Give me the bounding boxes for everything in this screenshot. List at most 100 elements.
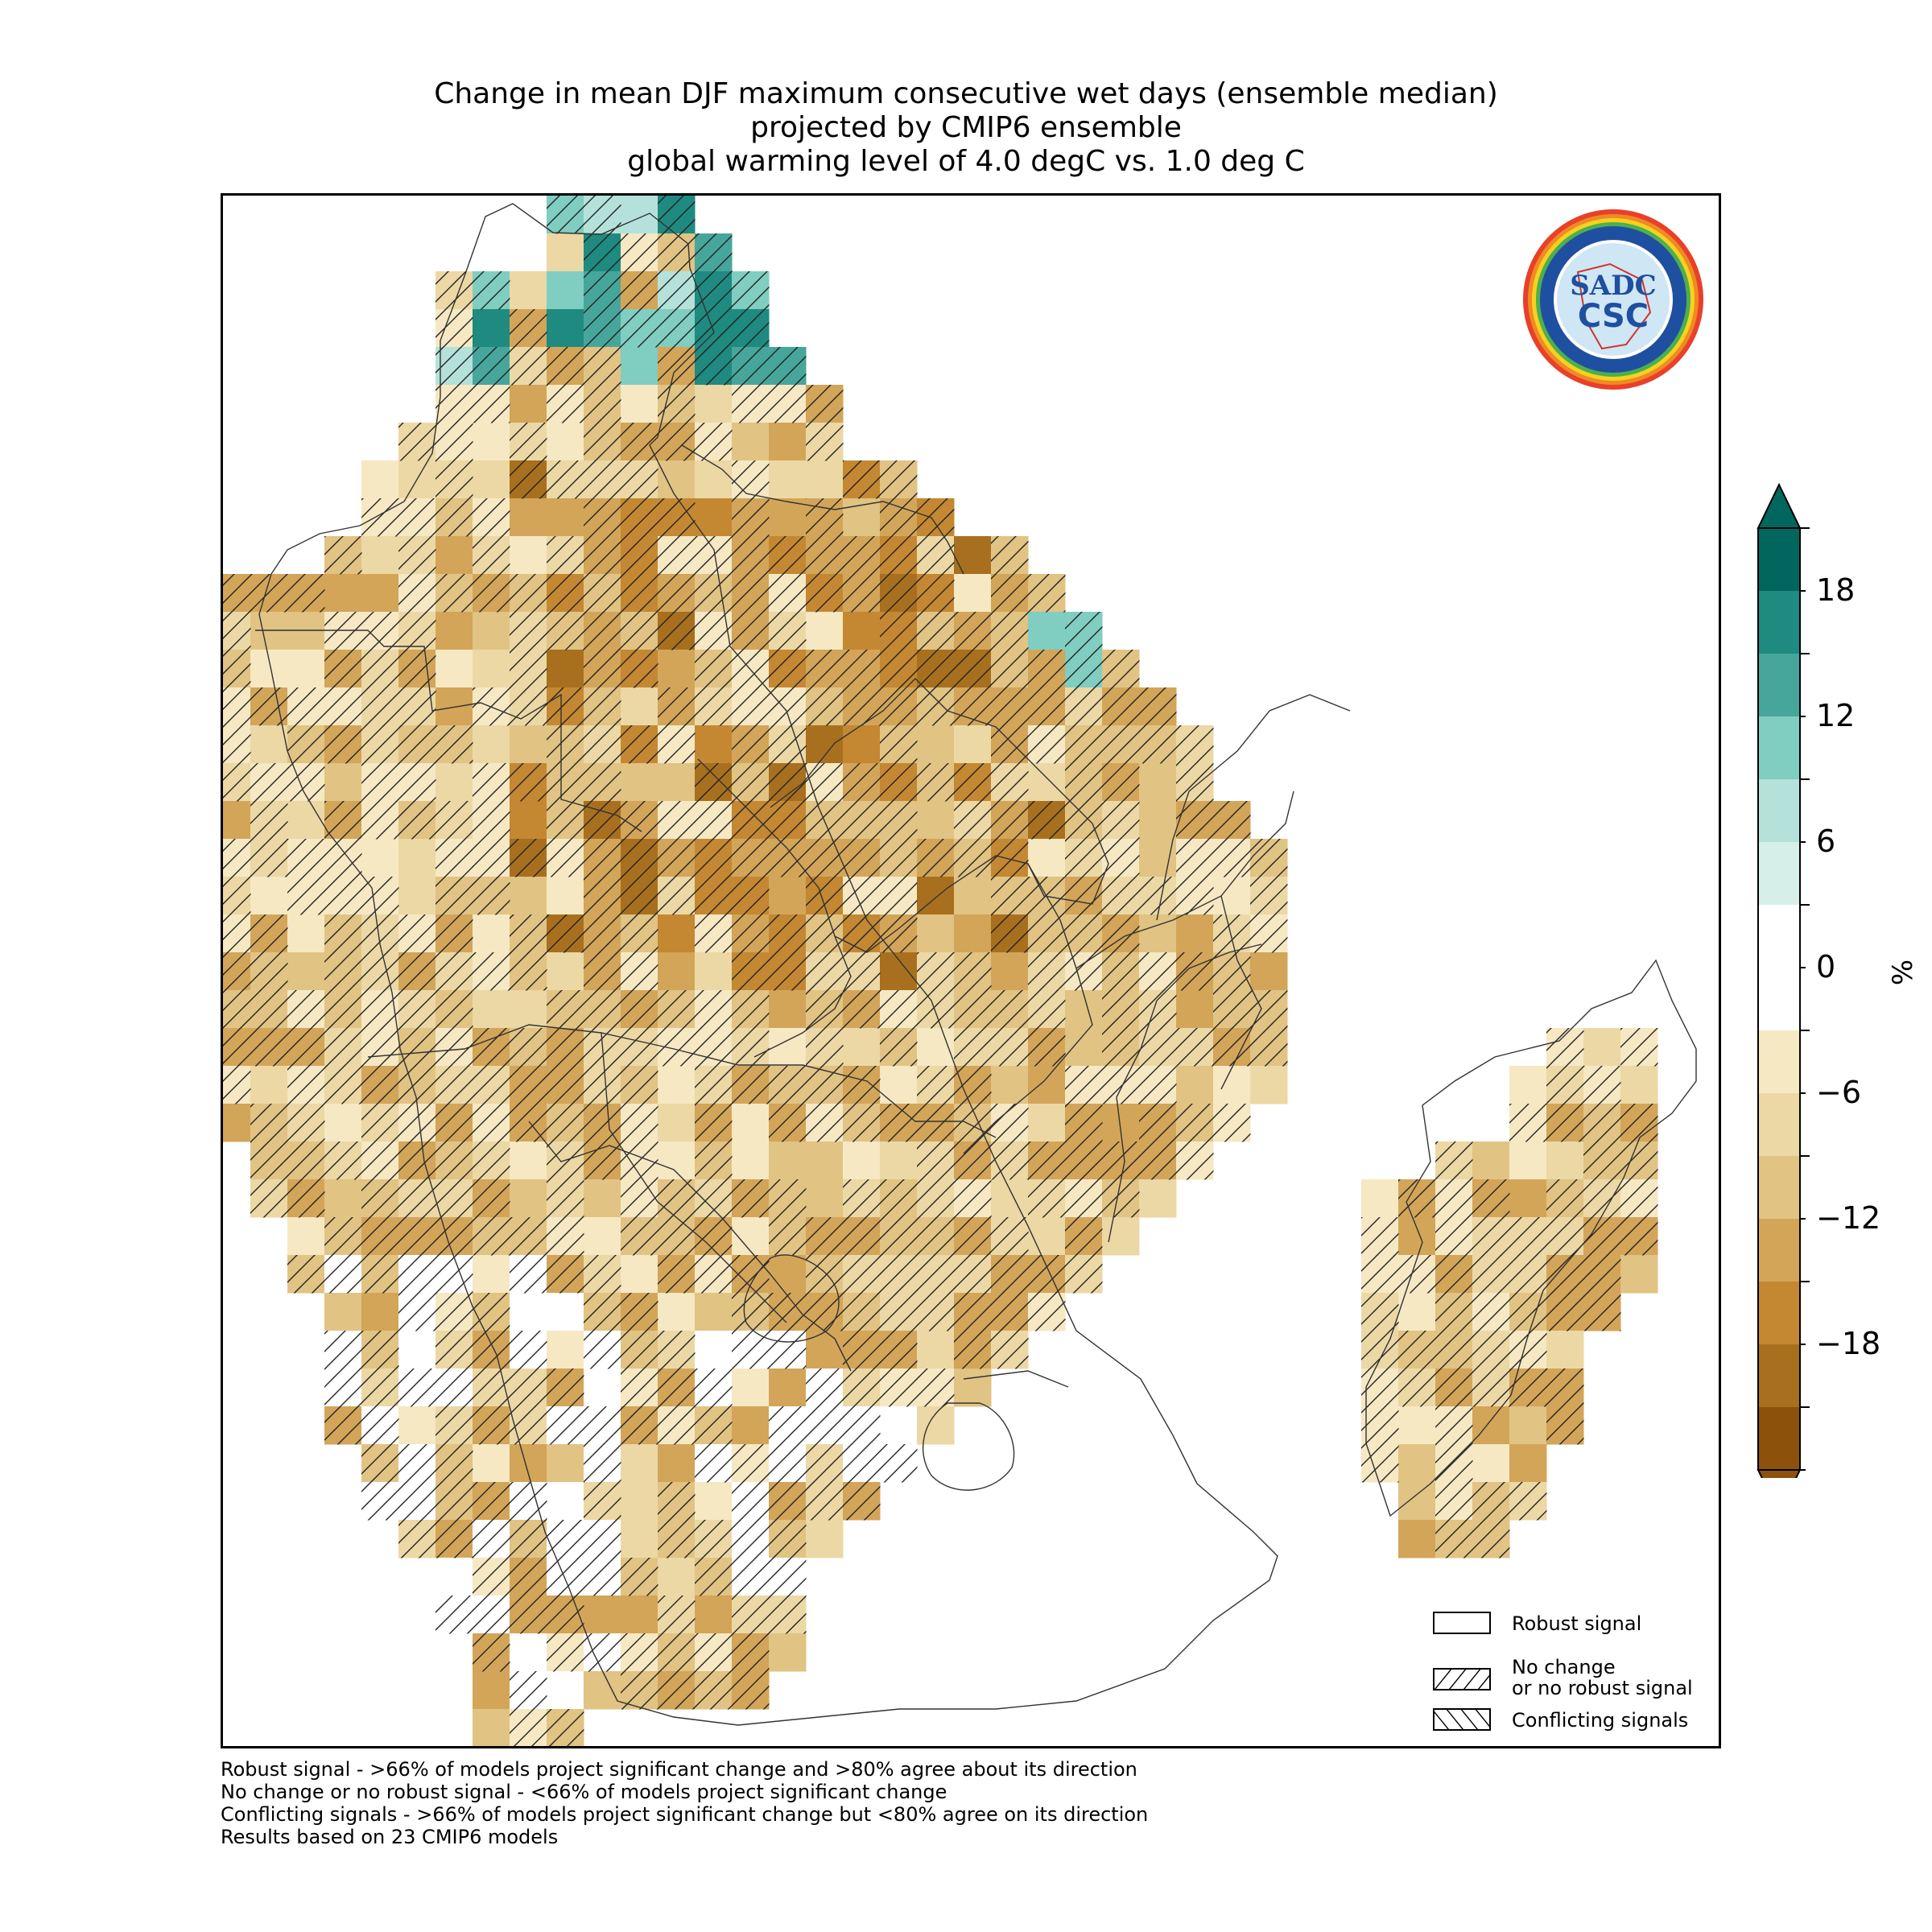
hatch-cell (695, 233, 733, 272)
map-cell (361, 536, 399, 575)
map-cell (547, 1293, 584, 1331)
map-cell (324, 1179, 362, 1218)
hatch-cell (1065, 612, 1103, 650)
hatch-cell (361, 687, 399, 726)
map-cell (547, 233, 584, 272)
hatch-cell (1509, 1104, 1547, 1142)
hatch-cell (510, 1406, 547, 1445)
colorbar-segment (1758, 968, 1800, 1030)
hatch-cell (954, 1293, 992, 1331)
map-cell (510, 1444, 547, 1483)
hatch-cell (732, 1293, 770, 1331)
hatch-cell (473, 1596, 510, 1634)
hatch-cell (621, 877, 658, 915)
hatch-cell (954, 650, 992, 688)
hatch-cell (1176, 839, 1214, 877)
hatch-cell (1583, 1104, 1621, 1142)
hatch-cell (473, 1293, 510, 1331)
map-cell (843, 725, 881, 764)
hatch-cell (1102, 1028, 1140, 1067)
hatch-cell (547, 385, 584, 423)
hatch-cell (473, 1179, 510, 1218)
map-cell (1028, 763, 1066, 802)
hatch-cell (223, 612, 251, 650)
hatch-cell (806, 1104, 844, 1142)
hatch-cell (436, 1179, 473, 1218)
logo-monogram-top: SADC (1570, 270, 1656, 302)
hatch-cell (732, 914, 770, 953)
hatch-cell (658, 196, 696, 234)
hatch-cell (324, 650, 362, 688)
hatch-cell (917, 952, 955, 991)
hatch-cell (250, 687, 288, 726)
hatch-cell (547, 460, 584, 499)
hatch-cell (223, 650, 251, 688)
hatch-cell (1028, 801, 1066, 840)
map-cell (1509, 1141, 1547, 1180)
hatch-cell (806, 423, 844, 461)
hatch-cell (954, 1141, 992, 1180)
map-cell (473, 650, 510, 688)
hatch-cell (1176, 877, 1214, 915)
hatch-cell (436, 1520, 473, 1558)
hatch-cell (250, 952, 288, 991)
footnote-conflicting: Conflicting signals - >66% of models pro… (221, 1803, 1149, 1826)
hatch-cell (436, 347, 473, 386)
hatch-cell (324, 952, 362, 991)
hatch-cell (324, 1217, 362, 1256)
hatch-cell (1361, 1217, 1399, 1256)
hatch-cell (1102, 1179, 1140, 1218)
hatch-cell (398, 725, 436, 764)
hatch-cell (436, 725, 473, 764)
hatch-cell (287, 1255, 325, 1294)
hatch-cell (806, 1217, 844, 1256)
hatch-cell (250, 1028, 288, 1067)
map-cell (250, 612, 288, 650)
hatch-cell (361, 1217, 399, 1256)
map-cell (880, 1406, 918, 1445)
hatch-cell (398, 1444, 436, 1483)
map-cell (1398, 1444, 1436, 1483)
hatch-cell (658, 1520, 696, 1558)
map-cell (473, 1709, 510, 1746)
hatch-cell (1176, 1104, 1214, 1142)
hatch-cell (324, 1066, 362, 1104)
hatch-cell (1583, 1066, 1621, 1104)
hatch-cell (917, 1368, 955, 1407)
hatch-cell (1620, 1141, 1658, 1180)
hatch-cell (223, 725, 251, 764)
hatch-cell (436, 1406, 473, 1445)
hatch-cell (1139, 1141, 1177, 1180)
hatch-cell (1213, 1104, 1251, 1142)
map-cell (954, 914, 992, 953)
hatch-cell (806, 1368, 844, 1407)
map-cell (621, 196, 658, 234)
hatch-cell (1176, 725, 1214, 764)
hatch-cell (398, 498, 436, 537)
hatch-cell (1250, 877, 1288, 915)
map-cell (1509, 1066, 1547, 1104)
colorbar-tick-label: −12 (1816, 1200, 1880, 1236)
hatch-cell (510, 1520, 547, 1558)
map-cell (436, 536, 473, 575)
hatch-cell (769, 1482, 807, 1521)
hatch-cell (1472, 1520, 1510, 1558)
map-title: Change in mean DJF maximum consecutive w… (217, 77, 1715, 179)
hatch-cell (991, 839, 1029, 877)
hatch-cell (223, 952, 251, 991)
hatch-cell (223, 687, 251, 726)
hatch-cell (436, 1104, 473, 1142)
hatch-cell (806, 1255, 844, 1294)
hatch-cell (658, 1406, 696, 1445)
hatch-cell (361, 612, 399, 650)
hatch-cell (547, 1709, 584, 1746)
hatch-cell (880, 1217, 918, 1256)
map-cell (1472, 1444, 1510, 1483)
colorbar-segment (1758, 528, 1800, 591)
map-cell (991, 1066, 1029, 1104)
map-cell (1250, 1066, 1288, 1104)
hatch-cell (621, 536, 658, 575)
hatch-cell (361, 650, 399, 688)
hatch-cell (621, 309, 658, 348)
hatch-cell (1065, 687, 1103, 726)
